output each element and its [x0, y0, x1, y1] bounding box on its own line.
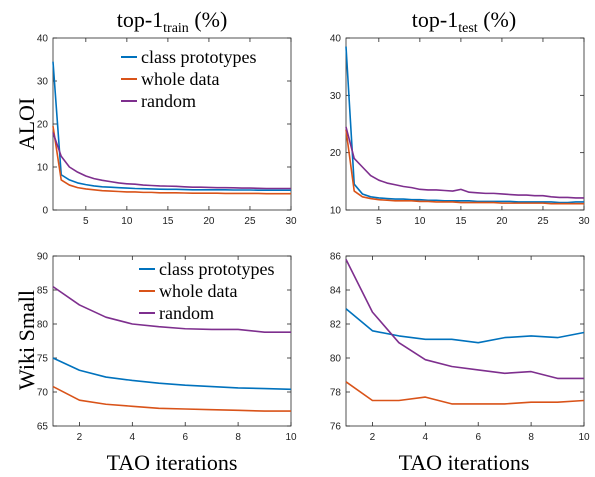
x-tick-label: 15 [455, 216, 467, 227]
y-tick-label: 80 [37, 320, 49, 331]
axes-box [345, 255, 585, 427]
panel-aloi-test: 10 20 30 40 5 10 15 20 25 30 [330, 34, 590, 228]
legend-entry: random [159, 303, 214, 323]
x-tick-label: 2 [370, 432, 376, 443]
legend-entry: whole data [141, 69, 219, 89]
x-axis-label-right: TAO iterations [399, 450, 530, 475]
x-tick-label: 25 [244, 216, 256, 227]
y-tick-label: 82 [330, 320, 342, 331]
y-tick-label: 70 [37, 388, 49, 399]
series-line-whole-data [52, 126, 291, 195]
y-tick-label: 20 [330, 148, 342, 159]
series-line-class-prototypes [52, 357, 292, 391]
x-tick-label: 20 [203, 216, 215, 227]
x-tick-label: 15 [162, 216, 174, 227]
panel-wiki-test: 76 78 80 82 84 86 2 4 6 8 10 [330, 252, 590, 444]
x-tick-label: 10 [121, 216, 133, 227]
series-line-random [345, 126, 584, 199]
y-tick-label: 75 [37, 354, 49, 365]
y-tick-label: 30 [37, 77, 49, 88]
y-tick-label: 86 [330, 252, 342, 263]
legend-entry: random [141, 91, 196, 111]
panel-wiki-train: 65 70 75 80 85 90 2 4 6 8 10 class prototypeswhole … [37, 252, 297, 444]
series-line-whole-data [345, 381, 585, 405]
series-line-class-prototypes [345, 46, 584, 204]
y-tick-label: 85 [37, 286, 49, 297]
series-line-random [52, 132, 291, 190]
x-tick-label: 5 [376, 216, 382, 227]
y-tick-label: 80 [330, 354, 342, 365]
x-tick-label: 30 [285, 216, 297, 227]
x-tick-label: 25 [537, 216, 549, 227]
x-tick-label: 10 [285, 432, 297, 443]
row-label-aloi: ALOI [14, 98, 39, 151]
x-axis-label-left: TAO iterations [107, 450, 238, 475]
legend-entry: whole data [159, 281, 237, 301]
y-tick-label: 65 [37, 422, 49, 433]
series-line-class-prototypes [52, 61, 291, 192]
x-tick-label: 10 [414, 216, 426, 227]
x-tick-label: 10 [578, 432, 590, 443]
y-tick-label: 10 [330, 206, 342, 217]
x-tick-label: 6 [475, 432, 481, 443]
x-tick-label: 4 [423, 432, 429, 443]
y-tick-label: 78 [330, 388, 342, 399]
x-tick-label: 2 [77, 432, 83, 443]
y-tick-label: 10 [37, 163, 49, 174]
legend-entry: class prototypes [141, 47, 256, 67]
series-line-whole-data [345, 129, 584, 205]
x-tick-label: 30 [578, 216, 590, 227]
y-tick-label: 0 [42, 206, 48, 217]
y-tick-label: 20 [37, 120, 49, 131]
axes-box [345, 37, 585, 211]
series-line-random [345, 259, 584, 380]
row-label-wiki-small: Wiki Small [14, 290, 39, 390]
series-line-whole-data [52, 385, 291, 412]
y-tick-label: 40 [330, 34, 342, 45]
x-tick-label: 8 [235, 432, 241, 443]
x-tick-label: 6 [182, 432, 188, 443]
y-tick-label: 90 [37, 252, 49, 263]
y-tick-label: 76 [330, 422, 342, 433]
series-line-class-prototypes [345, 308, 585, 344]
panel-aloi-train: 0 10 20 30 40 5 10 15 20 25 30 class prototypeswhol… [37, 34, 297, 228]
series-line-random [52, 285, 291, 333]
column-title-train: top-1train (%) [117, 7, 228, 36]
x-tick-label: 5 [83, 216, 89, 227]
axes-box [52, 255, 292, 427]
y-tick-label: 40 [37, 34, 49, 45]
column-title-test: top-1test (%) [412, 7, 516, 36]
y-tick-label: 84 [330, 286, 342, 297]
x-tick-label: 8 [528, 432, 534, 443]
legend-entry: class prototypes [159, 259, 274, 279]
x-tick-label: 4 [130, 432, 136, 443]
x-tick-label: 20 [496, 216, 508, 227]
y-tick-label: 30 [330, 91, 342, 102]
